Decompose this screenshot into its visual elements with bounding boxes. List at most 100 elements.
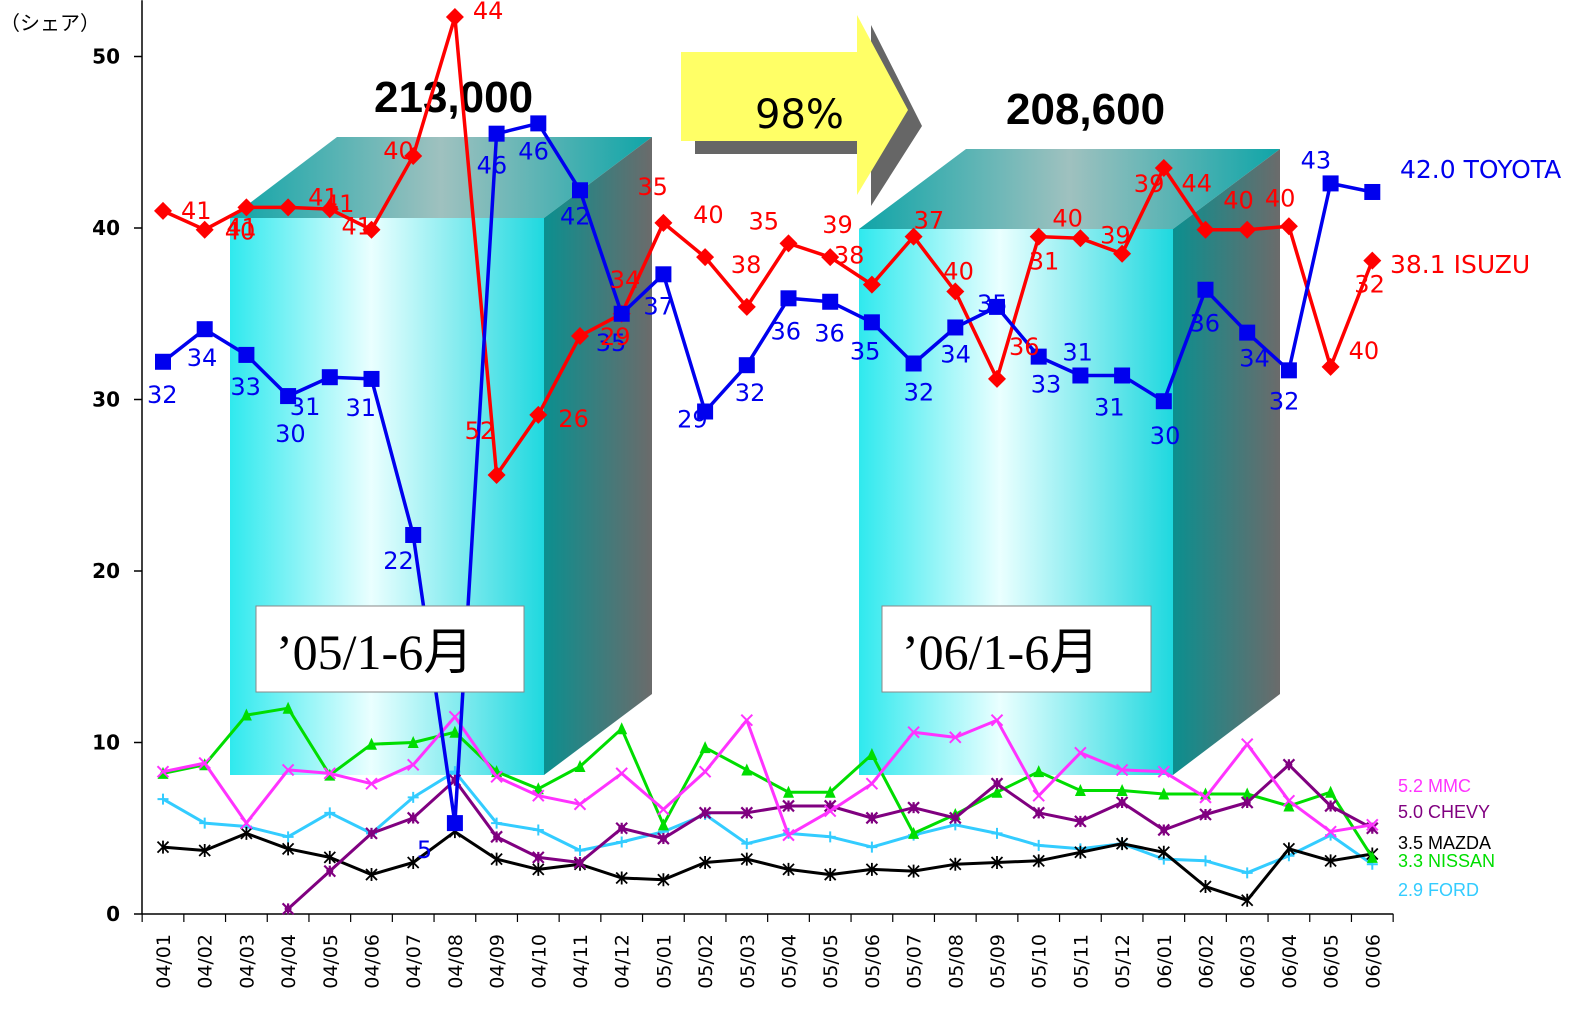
data-point (1322, 175, 1339, 192)
data-point (532, 782, 544, 795)
period-1-total: 213,000 (374, 73, 533, 122)
x-tick-label: 06/05 (1321, 934, 1343, 989)
data-label: 38 (834, 242, 865, 270)
data-point (993, 780, 1001, 788)
data-point (576, 859, 584, 867)
data-point (1115, 837, 1129, 851)
data-point (785, 802, 792, 810)
data-label: 40 (693, 201, 724, 229)
series-chevy (281, 758, 1379, 916)
period-2-total: 208,600 (1006, 85, 1165, 134)
y-tick-label: 10 (92, 731, 120, 755)
data-point (1160, 826, 1168, 834)
data-point (154, 201, 172, 220)
data-point (240, 708, 252, 721)
x-tick-label: 05/06 (862, 934, 884, 989)
data-point (281, 763, 295, 777)
data-point (1115, 763, 1129, 777)
data-label: 33 (1031, 371, 1062, 399)
data-point (991, 785, 1003, 798)
data-point (490, 770, 503, 784)
data-label: 40 (943, 257, 974, 285)
data-point (1283, 799, 1295, 812)
data-point (446, 815, 463, 832)
data-label: 40 (1223, 187, 1254, 215)
data-label: 52 (465, 417, 496, 445)
axes: 0 10 20 30 40 50 04/01 04/02 04/03 04/04 04/05 04/0… (92, 0, 1394, 989)
data-point (949, 857, 962, 871)
data-point (657, 803, 670, 816)
data-label: 41 (308, 183, 339, 211)
data-point (279, 198, 298, 217)
data-point (532, 789, 545, 802)
x-tick-label: 04/06 (362, 934, 384, 989)
data-point (1029, 227, 1048, 246)
data-point (406, 758, 420, 772)
data-label: 46 (518, 137, 549, 165)
data-point (409, 814, 417, 822)
data-point (1071, 229, 1090, 248)
data-point (949, 731, 962, 744)
data-point (1035, 809, 1043, 817)
data-label: 41 (324, 190, 355, 218)
data-point (156, 840, 170, 854)
data-point (863, 314, 880, 331)
data-point (199, 817, 211, 829)
x-tick-label: 04/11 (570, 934, 592, 989)
data-point (1074, 845, 1087, 859)
series-toyota (155, 115, 1381, 832)
data-point (284, 905, 292, 913)
data-point (407, 791, 419, 803)
y-tick-label: 30 (92, 388, 120, 412)
x-tick-label: 06/04 (1279, 934, 1301, 989)
data-point (280, 388, 297, 405)
data-point (574, 845, 586, 857)
period-2-box-side (1173, 149, 1280, 775)
data-point (195, 220, 214, 239)
data-point (198, 844, 211, 858)
data-point (324, 807, 336, 819)
data-point (657, 818, 669, 831)
data-point (1327, 802, 1335, 810)
data-point (1076, 817, 1084, 825)
data-label: 36 (1190, 310, 1221, 338)
data-label: 41 (226, 213, 257, 241)
data-point (529, 405, 548, 424)
x-tick-label: 06/06 (1362, 934, 1384, 989)
x-tick-label: 04/01 (153, 934, 175, 989)
x-tick-label: 05/03 (737, 934, 759, 989)
data-point (1072, 367, 1089, 384)
data-point (449, 725, 461, 738)
data-point (321, 369, 338, 386)
data-point (1118, 799, 1126, 807)
data-point (282, 831, 294, 843)
data-point (493, 833, 501, 841)
series-mazda (156, 825, 1379, 907)
data-point (907, 864, 920, 878)
data-label: 29 (677, 406, 708, 434)
data-point (824, 831, 836, 843)
data-label: 35 (637, 173, 668, 201)
data-label: 26 (558, 405, 589, 433)
data-point (697, 403, 714, 420)
data-point (1116, 784, 1128, 797)
data-point (445, 8, 464, 27)
data-point (1324, 854, 1337, 868)
period-2-box-top (859, 149, 1280, 229)
data-label: 31 (1029, 248, 1060, 276)
data-point (1033, 839, 1045, 851)
data-label: 31 (290, 393, 321, 421)
data-point (362, 220, 381, 239)
data-point (741, 838, 753, 850)
data-label: 32 (147, 381, 178, 409)
data-point (1321, 357, 1340, 376)
period-1-label: ’05/1-6月 (276, 624, 473, 680)
data-point (366, 737, 377, 750)
data-label: 31 (1094, 393, 1125, 421)
x-tick-label: 06/03 (1237, 934, 1259, 989)
data-point (946, 282, 965, 301)
data-point (990, 713, 1004, 727)
data-label: 39 (1100, 222, 1131, 250)
data-point (904, 227, 923, 246)
data-point (1030, 348, 1047, 365)
